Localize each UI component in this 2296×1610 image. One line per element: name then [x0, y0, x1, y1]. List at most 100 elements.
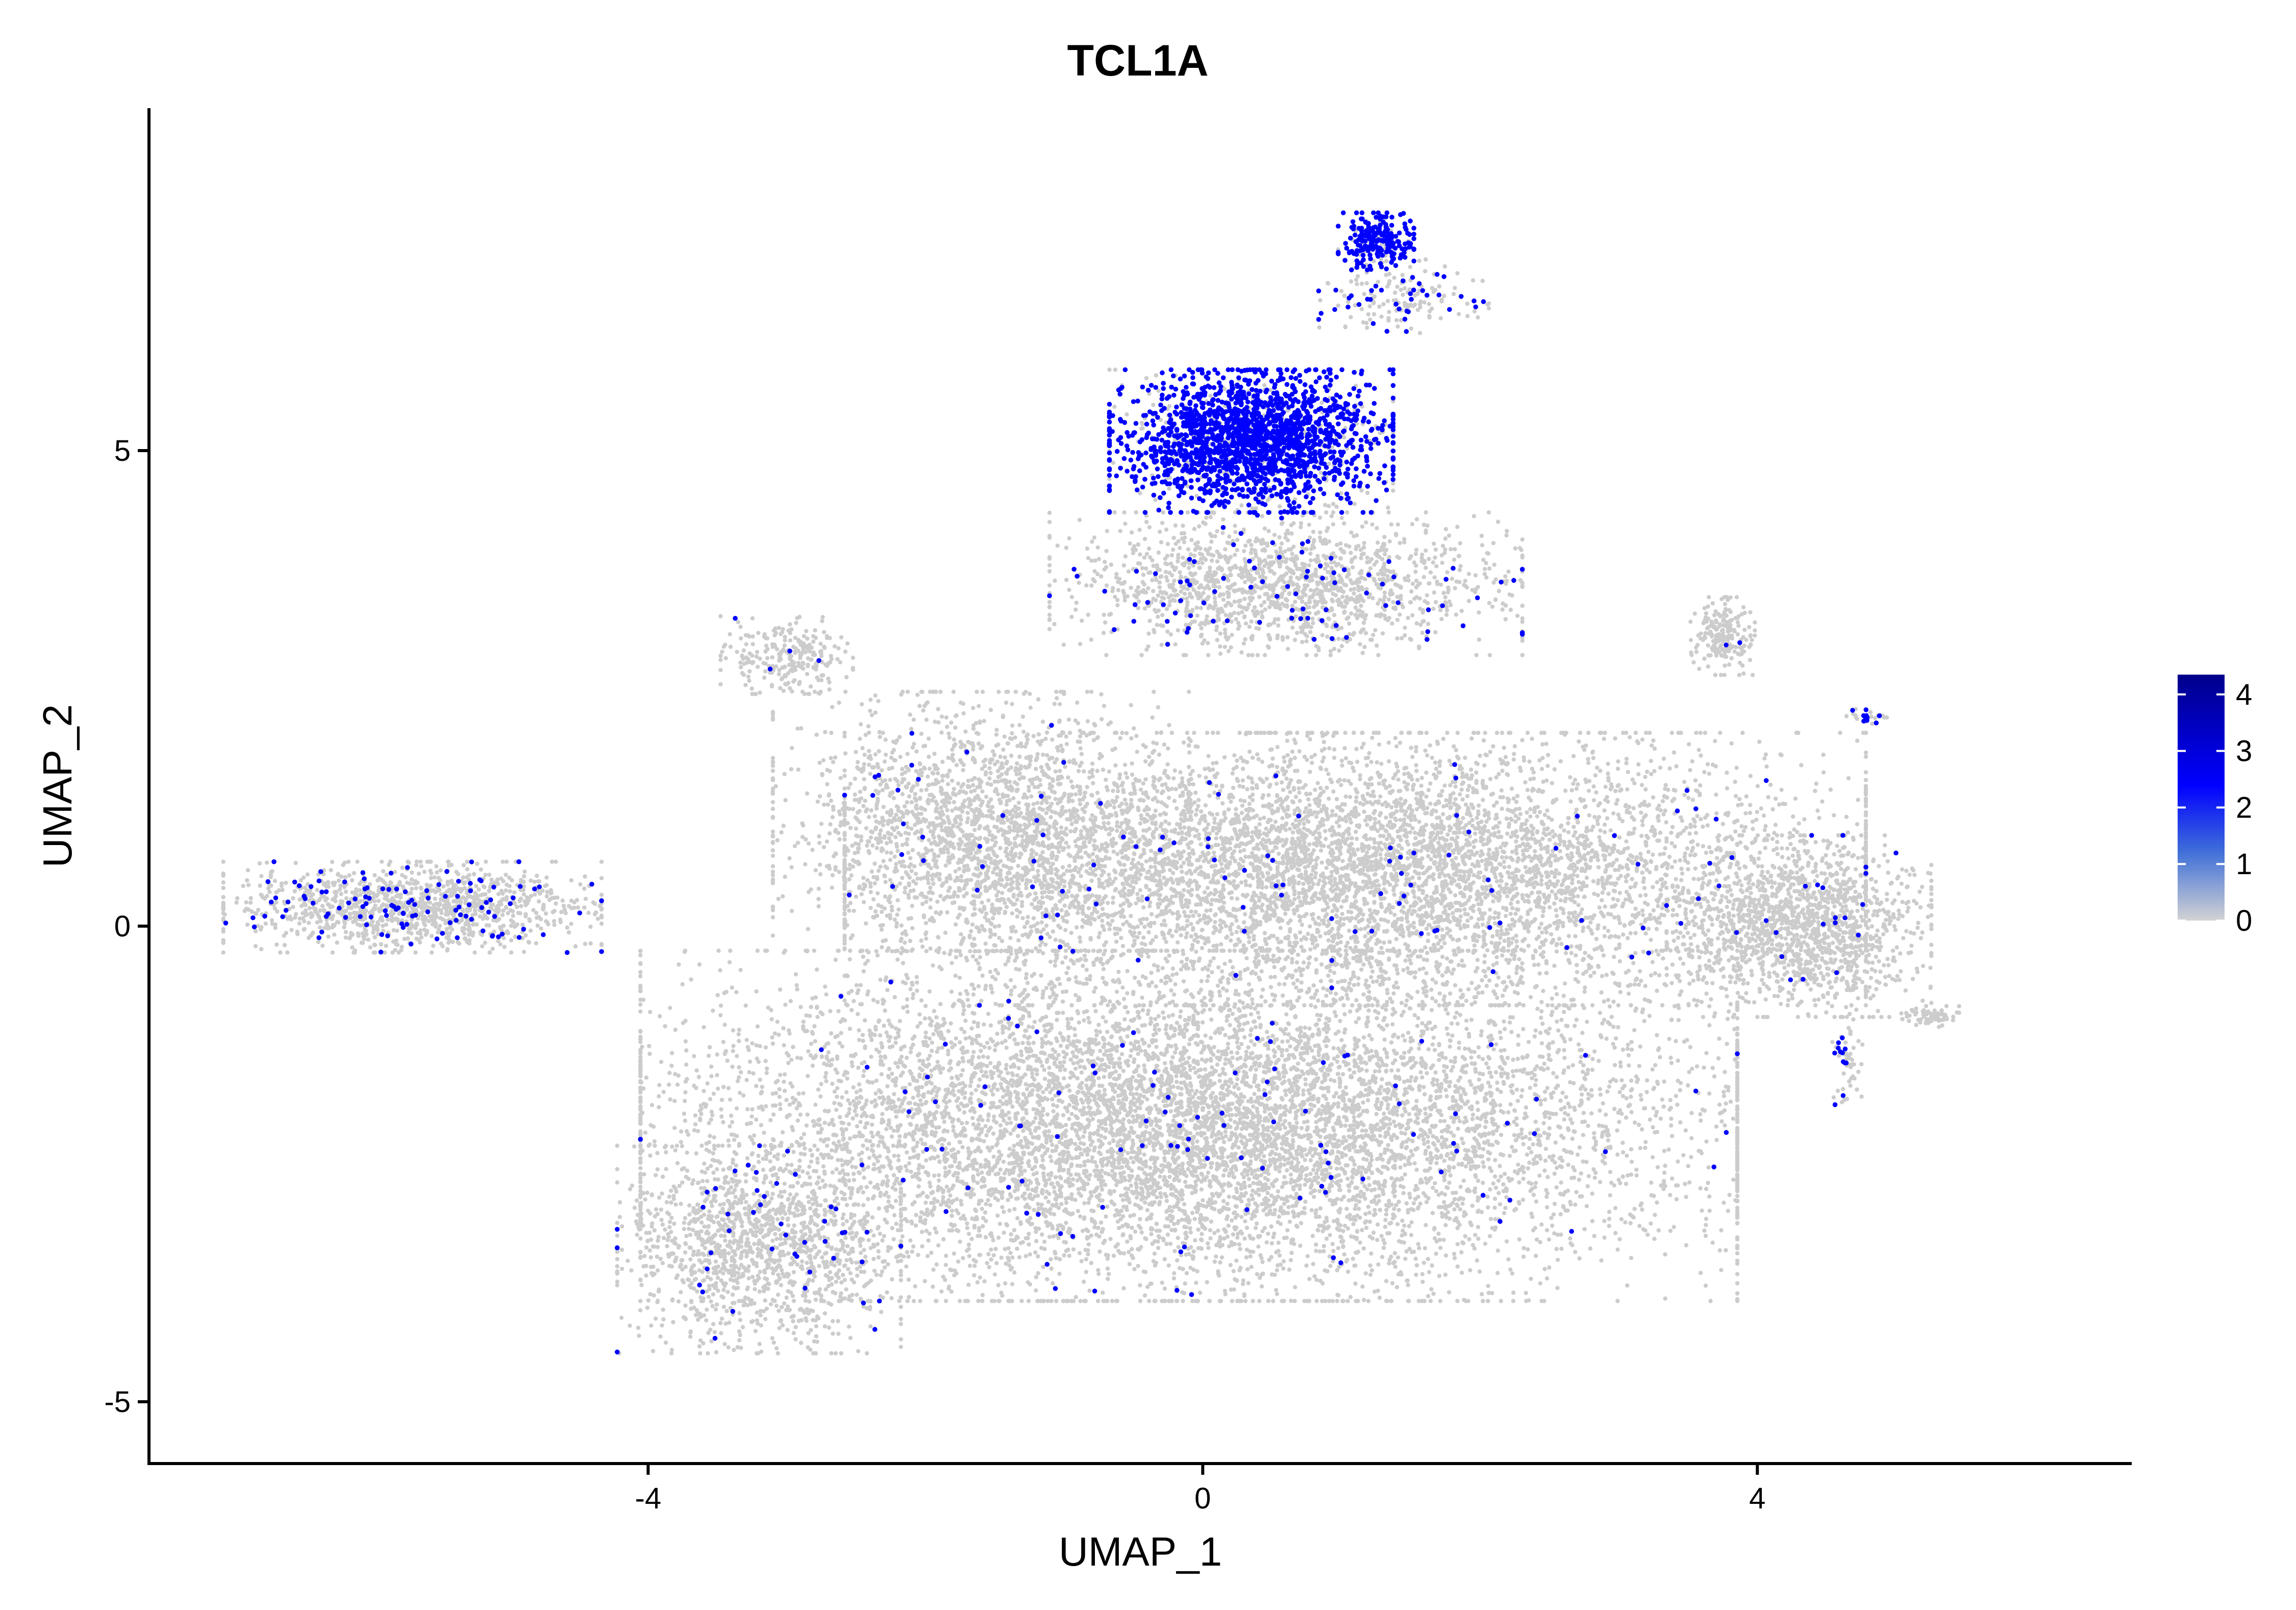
cell-point [847, 1107, 852, 1111]
cell-point [1379, 1171, 1383, 1175]
cell-point [1018, 1220, 1022, 1224]
cell-point [1373, 1212, 1377, 1216]
cell-point [1515, 1087, 1519, 1092]
cell-point [726, 1181, 730, 1185]
cell-point [878, 978, 882, 982]
cell-point [848, 1027, 852, 1031]
cell-point [861, 1203, 865, 1207]
cell-point [1320, 1229, 1325, 1233]
cell-point [1516, 1033, 1520, 1037]
cell-point [1182, 1202, 1186, 1206]
cell-point [1247, 1184, 1252, 1188]
cell-point [1655, 1110, 1659, 1114]
cell-point [1033, 1250, 1037, 1254]
cell-point [1545, 1205, 1549, 1209]
cell-point [1262, 1154, 1266, 1158]
cell-point [1314, 1120, 1318, 1124]
cell-point [1566, 1188, 1570, 1193]
cell-point [1258, 1025, 1262, 1029]
cell-point [1613, 1206, 1617, 1210]
cell-point [692, 1084, 696, 1088]
cell-point [1309, 1140, 1313, 1144]
cell-point [1019, 1053, 1024, 1057]
cell-point [1321, 1086, 1325, 1091]
cell-point [1312, 1274, 1316, 1278]
cell-point [1336, 1246, 1340, 1250]
cell-point [759, 1123, 763, 1127]
cell-point [1012, 1228, 1016, 1232]
cell-point [1050, 1267, 1054, 1271]
cell-point [877, 1255, 881, 1259]
cell-point [1041, 1211, 1045, 1215]
cell-point [1639, 1093, 1643, 1097]
cell-point [746, 1048, 751, 1052]
cell-point [971, 1258, 976, 1262]
cell-point [1087, 1197, 1091, 1201]
cell-point [1414, 1273, 1418, 1277]
cell-point [1370, 1268, 1374, 1272]
cell-point [1171, 1013, 1175, 1017]
cell-point [859, 1297, 863, 1301]
cell-point [1130, 1169, 1134, 1173]
cell-point [687, 1203, 691, 1207]
cell-point [1094, 1033, 1099, 1037]
cell-point [1163, 1061, 1167, 1065]
cell-point [1506, 1257, 1510, 1261]
cell-point [850, 1008, 854, 1012]
cell-point [1132, 1096, 1136, 1100]
cell-point [668, 1097, 672, 1101]
cell-point [890, 1226, 894, 1230]
cell-point [1270, 1077, 1274, 1081]
cell-point [1702, 1228, 1706, 1232]
cell-point [1380, 1255, 1384, 1259]
cell-point [1376, 1097, 1380, 1101]
cell-point [1045, 1060, 1049, 1064]
cell-point [1086, 1252, 1090, 1256]
cell-point [1483, 1242, 1487, 1246]
cell-point [1474, 1070, 1478, 1074]
cell-point [721, 1085, 726, 1089]
cell-point [915, 980, 919, 984]
cell-point [1275, 1178, 1279, 1182]
cell-point [1183, 1180, 1187, 1184]
cell-point [805, 1112, 809, 1117]
cell-point [997, 1074, 1001, 1078]
cell-point [1407, 1155, 1411, 1159]
cell-point [1491, 1181, 1495, 1185]
cell-point [1317, 1018, 1321, 1022]
cell-point [991, 1039, 995, 1043]
cell-point [764, 1045, 768, 1049]
cell-point [1627, 1104, 1631, 1108]
cell-point [1384, 1208, 1388, 1212]
cell-point [1011, 1239, 1015, 1243]
cell-point [920, 1244, 924, 1248]
cell-point [1455, 1299, 1459, 1303]
cell-point [1317, 1108, 1321, 1112]
cell-point [1503, 1027, 1507, 1031]
cell-point [1453, 1197, 1457, 1201]
cell-point [1513, 1109, 1517, 1113]
cell-point [820, 1055, 824, 1059]
cell-point [1704, 1217, 1708, 1221]
cell-point [1369, 1158, 1374, 1162]
cell-point [1014, 1185, 1018, 1189]
cell-point [1511, 1069, 1515, 1073]
cell-point [693, 1113, 697, 1118]
cell-point [667, 1212, 671, 1216]
cell-point [993, 1048, 997, 1052]
cell-point [916, 1176, 920, 1180]
cell-point [906, 1010, 910, 1014]
cell-point [1508, 1154, 1512, 1158]
cell-point [1326, 1085, 1330, 1089]
cell-point [1384, 1299, 1388, 1303]
cell-point [718, 968, 722, 972]
cell-point [1265, 1191, 1269, 1195]
cell-point [791, 1045, 795, 1049]
cell-point [892, 1154, 896, 1158]
cell-point [648, 1123, 653, 1127]
cell-point [1092, 989, 1096, 994]
cell-point [1031, 1041, 1035, 1045]
cell-point [1221, 1104, 1226, 1108]
cell-point [1554, 1141, 1558, 1145]
cell-point [1400, 1013, 1404, 1018]
